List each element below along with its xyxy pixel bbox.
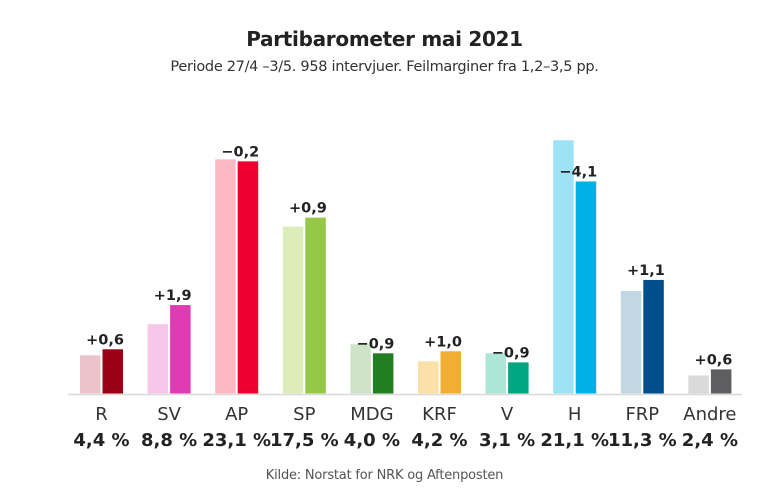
bar-current-v — [508, 362, 529, 394]
bar-previous-h — [553, 140, 574, 394]
bar-current-r — [102, 349, 123, 394]
change-label: +1,0 — [424, 334, 462, 350]
category-label: AP — [225, 404, 248, 425]
bar-current-frp — [643, 279, 664, 394]
bar-current-krf — [440, 351, 461, 394]
bar-current-sv — [170, 305, 191, 394]
value-label: 4,4 % — [73, 430, 129, 451]
change-label: +0,6 — [86, 332, 124, 348]
bar-previous-v — [485, 353, 507, 394]
category-label: SV — [157, 404, 181, 425]
change-label: +0,9 — [289, 201, 327, 217]
bar-current-andre — [710, 369, 732, 394]
change-label: +0,6 — [695, 352, 733, 368]
category-label: Andre — [683, 404, 736, 425]
bar-previous-mdg — [350, 344, 371, 394]
bar-current-mdg — [372, 353, 394, 394]
value-label: 23,1 % — [202, 430, 271, 451]
change-label: −0,9 — [357, 336, 395, 352]
change-label: +1,9 — [154, 288, 192, 304]
change-label: −4,1 — [559, 164, 597, 180]
category-label: R — [95, 404, 108, 425]
bar-previous-krf — [418, 361, 439, 394]
chart-subtitle: Periode 27/4 –3/5. 958 intervjuer. Feilm… — [170, 59, 599, 75]
change-label: −0,2 — [221, 144, 259, 160]
value-label: 4,2 % — [411, 430, 467, 451]
bar-current-sp — [305, 217, 326, 394]
chart-source: Kilde: Norstat for NRK og Aftenposten — [265, 468, 504, 483]
bar-previous-andre — [688, 375, 709, 394]
category-label: V — [501, 404, 514, 425]
value-label: 4,0 % — [344, 430, 400, 451]
bar-previous-ap — [215, 159, 236, 394]
value-label: 3,1 % — [479, 430, 535, 451]
chart-title: Partibarometer mai 2021 — [246, 27, 523, 51]
bar-previous-r — [80, 355, 101, 394]
value-label: 21,1 % — [540, 430, 609, 451]
bar-previous-frp — [620, 290, 642, 394]
category-label: H — [568, 404, 582, 425]
category-label: MDG — [350, 404, 393, 425]
bar-current-ap — [237, 161, 259, 394]
value-label: 2,4 % — [682, 430, 738, 451]
change-label: −0,9 — [492, 345, 530, 361]
value-label: 11,3 % — [608, 430, 677, 451]
value-label: 17,5 % — [270, 430, 339, 451]
change-label: +1,1 — [627, 263, 665, 279]
category-label: FRP — [625, 404, 659, 425]
category-label: KRF — [422, 404, 457, 425]
bar-previous-sv — [147, 324, 169, 394]
category-label: SP — [293, 404, 315, 425]
bar-current-h — [575, 181, 597, 394]
value-label: 8,8 % — [141, 430, 197, 451]
bar-previous-sp — [282, 226, 304, 394]
